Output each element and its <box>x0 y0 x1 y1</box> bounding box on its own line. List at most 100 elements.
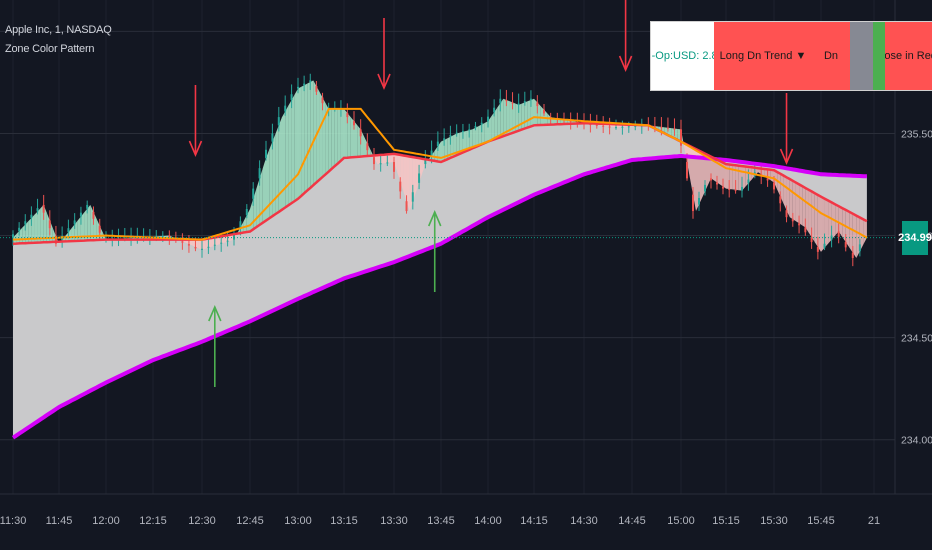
cloud-bull <box>77 216 81 241</box>
candle-body <box>379 163 382 165</box>
cloud-bull <box>46 212 50 243</box>
candle-body <box>443 138 446 140</box>
y-tick-label: 234.00 <box>901 435 932 447</box>
cloud-bull <box>262 157 266 223</box>
cloud-bear <box>863 219 867 245</box>
signal-arrow-down-head <box>377 73 391 91</box>
candle-body <box>424 159 427 165</box>
cloud-bear <box>799 184 803 226</box>
cloud-bull <box>537 102 541 126</box>
cloud-bull <box>469 129 473 150</box>
cloud-bear <box>711 156 714 181</box>
candle-body <box>309 80 312 82</box>
cloud-bear <box>687 144 690 179</box>
candle-body <box>511 102 514 104</box>
cloud-bull <box>304 83 308 194</box>
x-tick-label: 14:15 <box>520 515 548 527</box>
cloud-bull <box>347 113 351 158</box>
candle-body <box>303 83 306 86</box>
symbol-legend[interactable]: Apple Inc, 1, NASDAQ <box>5 24 112 36</box>
cloud-bull <box>364 136 368 157</box>
candle-body <box>474 126 477 128</box>
candle-body <box>42 204 45 213</box>
cloud-bear <box>415 157 420 193</box>
cloud-bear <box>205 238 209 249</box>
candle-body <box>399 181 402 192</box>
candle-body <box>155 236 158 238</box>
candle-body <box>779 196 782 204</box>
candle-body <box>487 116 489 122</box>
x-tick-label: 11:45 <box>46 515 73 527</box>
candle-body <box>461 130 464 132</box>
cloud-bull <box>344 108 348 158</box>
cloud-bull <box>93 211 97 241</box>
cloud-bear <box>227 234 231 242</box>
signal-arrow-down-head <box>188 140 203 158</box>
candle-body <box>24 221 27 225</box>
candle-body <box>627 126 630 128</box>
status-cell: Cl-Op:USD: 2.84 <box>651 22 714 90</box>
candle-body <box>418 173 421 183</box>
cloud-bear <box>717 159 720 185</box>
cloud-bull <box>340 108 344 161</box>
cloud-bear <box>817 194 821 252</box>
cloud-bear <box>783 175 787 211</box>
x-tick-label: 11:30 <box>0 515 26 527</box>
candle-body <box>226 240 229 242</box>
cloud-bear <box>384 154 388 164</box>
candle-body <box>704 184 706 192</box>
candle-body <box>239 221 242 228</box>
cloud-bull <box>37 208 41 243</box>
candle-body <box>698 197 700 205</box>
x-tick-label: 15:15 <box>712 515 740 527</box>
cloud-bear <box>390 153 394 163</box>
y-tick-label: 235.50 <box>901 128 932 140</box>
cloud-bear <box>387 154 391 163</box>
candle-body <box>523 101 526 103</box>
cloud-bull <box>87 204 91 241</box>
candle-body <box>297 86 299 89</box>
x-tick-label: 14:00 <box>474 515 502 527</box>
candle-body <box>455 132 458 134</box>
cloud-bull <box>334 108 338 167</box>
cloud-bull <box>28 217 32 244</box>
cloud-bull <box>491 112 495 141</box>
signal-arrow-down-head <box>618 55 633 73</box>
cloud-bull <box>288 99 292 206</box>
cloud-bull <box>301 85 305 197</box>
candle-body <box>233 233 235 240</box>
cloud-bull <box>84 208 88 241</box>
cloud-bull <box>328 108 332 172</box>
cloud-bear <box>188 239 193 246</box>
cloud-bull <box>459 131 463 154</box>
candle-body <box>823 243 826 248</box>
candle-body <box>366 143 369 151</box>
x-tick-label: 15:30 <box>760 515 788 527</box>
candle-body <box>569 120 572 122</box>
indicator-legend[interactable]: Zone Color Pattern <box>5 43 95 55</box>
cloud-bull <box>272 133 276 217</box>
cloud-bear <box>795 182 800 224</box>
candle-body <box>411 192 414 202</box>
cloud-bull <box>80 212 85 241</box>
signal-arrow-down-head <box>779 148 794 166</box>
x-tick-label: 15:45 <box>807 515 835 527</box>
cloud-bull <box>506 99 510 136</box>
candle-body <box>393 162 395 172</box>
candle-body <box>773 182 775 190</box>
ema-fast-line <box>12 107 868 241</box>
candle-body <box>728 188 731 190</box>
cloud-bear <box>770 169 774 183</box>
candle-body <box>181 241 184 243</box>
x-tick-label: 12:45 <box>236 515 264 527</box>
cloud-bull <box>316 86 320 183</box>
candle-body <box>36 208 39 212</box>
cloud-bear <box>192 239 196 247</box>
cloud-bear <box>802 186 806 228</box>
candle-body <box>277 117 280 126</box>
candle-body <box>798 223 801 226</box>
candle-body <box>30 214 33 218</box>
cloud-bull <box>269 141 273 219</box>
candle-body <box>18 227 21 232</box>
